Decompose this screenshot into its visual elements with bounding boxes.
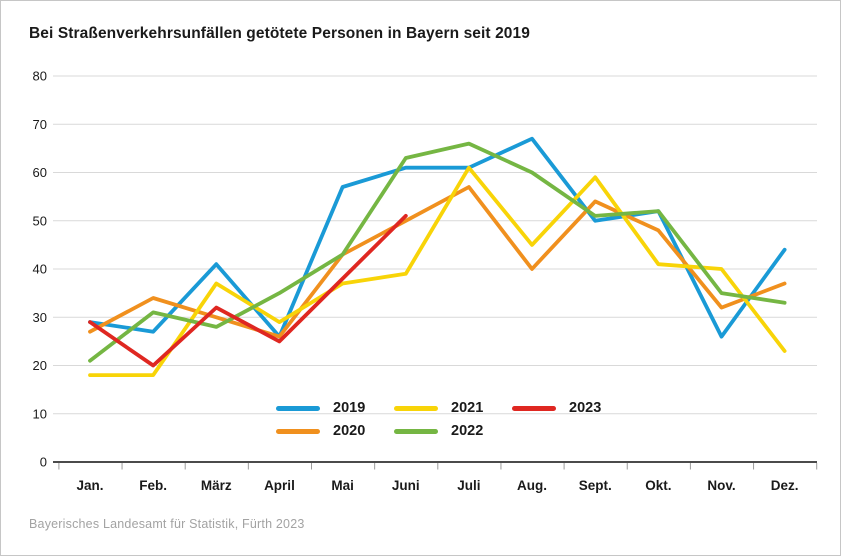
x-axis-label-März: März xyxy=(201,478,232,493)
x-axis-label-Sept: Sept. xyxy=(579,478,612,493)
y-axis-label-50: 50 xyxy=(33,213,47,228)
series-line-2023 xyxy=(88,213,408,368)
chart-title: Bei Straßenverkehrsunfällen getötete Per… xyxy=(29,25,530,42)
series-line-2019 xyxy=(88,136,787,339)
y-axis-label-10: 10 xyxy=(33,406,47,421)
y-axis-label-70: 70 xyxy=(33,117,47,132)
y-axis-label-60: 60 xyxy=(33,165,47,180)
x-axis-label-Juli: Juli xyxy=(457,478,480,493)
x-axis-label-April: April xyxy=(264,478,295,493)
x-axis-label-Okt: Okt. xyxy=(645,478,671,493)
x-axis-label-Mai: Mai xyxy=(331,478,354,493)
x-axis-label-Nov: Nov. xyxy=(707,478,735,493)
series-line-2021 xyxy=(88,165,787,378)
y-axis-label-40: 40 xyxy=(33,262,47,277)
x-axis-label-Aug: Aug. xyxy=(517,478,547,493)
x-axis-label-Dez: Dez. xyxy=(771,478,799,493)
x-axis-label-Feb: Feb. xyxy=(139,478,167,493)
source-note: Bayerisches Landesamt für Statistik, Für… xyxy=(29,517,305,531)
y-axis-label-20: 20 xyxy=(33,358,47,373)
y-axis-label-80: 80 xyxy=(33,69,47,84)
y-axis-label-30: 30 xyxy=(33,310,47,325)
y-axis-label-0: 0 xyxy=(40,455,47,470)
x-axis-label-Jan: Jan. xyxy=(76,478,103,493)
x-axis-label-Juni: Juni xyxy=(392,478,420,493)
series-line-2020 xyxy=(88,185,787,339)
series-line-2022 xyxy=(88,141,787,363)
